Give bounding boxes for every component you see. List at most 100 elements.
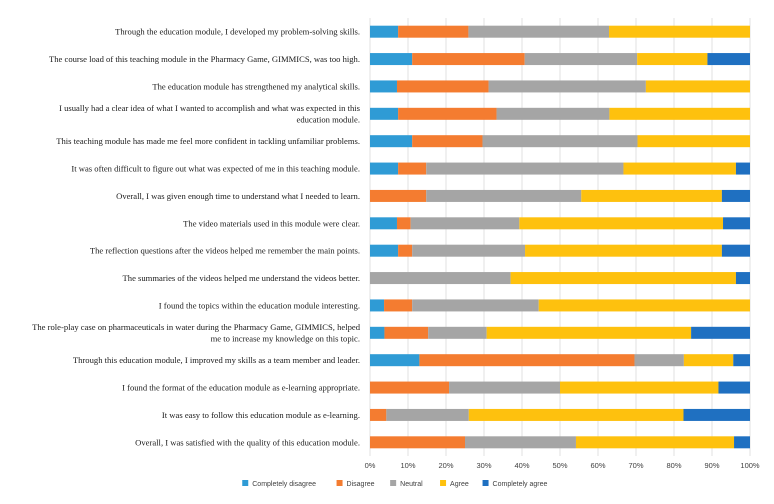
bar-segment: [370, 162, 399, 175]
bar-segment: [645, 80, 750, 93]
bar-segment: [370, 299, 385, 312]
bar-segment: [370, 436, 465, 449]
bar-segment: [735, 272, 750, 285]
bar-segment: [525, 244, 722, 257]
bar-segment: [426, 162, 624, 175]
category-label: The course load of this teaching module …: [49, 54, 360, 64]
x-tick-label: 40%: [514, 461, 529, 470]
x-tick-label: 0%: [365, 461, 376, 470]
bar-segment: [623, 162, 736, 175]
bar-segment: [718, 381, 750, 394]
bar-segment: [637, 135, 750, 148]
x-tick-label: 80%: [666, 461, 681, 470]
bar-segment: [723, 217, 750, 230]
bar-segment: [370, 326, 385, 339]
bar-segment: [468, 408, 684, 421]
category-label: The video materials used in this module …: [183, 218, 360, 228]
bar-segment: [691, 326, 750, 339]
bar-segment: [384, 326, 429, 339]
bar-segment: [510, 272, 736, 285]
bar-segment: [683, 354, 734, 367]
bar-segment: [370, 217, 397, 230]
bar-segment: [575, 436, 735, 449]
x-tick-label: 70%: [628, 461, 643, 470]
category-label: It was often difficult to figure out wha…: [71, 164, 360, 174]
category-label: The summaries of the videos helped me un…: [123, 273, 360, 283]
bar-segment: [637, 53, 708, 66]
bar-segment: [370, 272, 511, 285]
bar-segment: [370, 25, 399, 38]
bar-segment: [396, 80, 489, 93]
bar-segment: [486, 326, 692, 339]
legend: Completely disagree Disagree Neutral Agree C…: [242, 480, 548, 488]
bar-segment: [488, 80, 646, 93]
x-axis-ticks: 0% 10% 20% 30% 40% 50% 60% 70% 80% 90% 100%: [365, 461, 760, 470]
category-labels: Through the education module, I develope…: [32, 27, 361, 448]
bar-segment: [386, 408, 469, 421]
bar-segment: [482, 135, 638, 148]
legend-label: Disagree: [347, 481, 375, 488]
bar-segment: [519, 217, 724, 230]
legend-swatch: [482, 480, 489, 486]
bar-segment: [734, 436, 750, 449]
category-label: Overall, I was given enough time to unde…: [116, 191, 360, 201]
legend-swatch: [242, 480, 249, 486]
bar-segment: [412, 299, 539, 312]
category-label: Through the education module, I develope…: [115, 27, 360, 37]
bar-segment: [581, 189, 722, 202]
bar-segment: [398, 162, 427, 175]
category-label: I usually had a clear idea of what I wan…: [59, 103, 361, 125]
category-label: I found the topics within the education …: [159, 300, 360, 310]
bar-segment: [524, 53, 638, 66]
bar-segment: [468, 25, 610, 38]
bars: [370, 25, 750, 449]
bar-segment: [370, 189, 427, 202]
legend-label: Completely agree: [493, 481, 548, 488]
bar-segment: [426, 189, 582, 202]
category-label: It was easy to follow this education mod…: [162, 410, 360, 420]
bar-segment: [538, 299, 750, 312]
category-label: Overall, I was satisfied with the qualit…: [135, 437, 360, 447]
category-label: Through this education module, I improve…: [73, 355, 360, 365]
category-label: I found the format of the education modu…: [122, 383, 360, 393]
x-tick-label: 90%: [704, 461, 719, 470]
bar-segment: [560, 381, 719, 394]
bar-segment: [370, 354, 420, 367]
x-tick-label: 10%: [400, 461, 415, 470]
bar-segment: [419, 354, 635, 367]
bar-segment: [465, 436, 576, 449]
category-label: This teaching module has made me feel mo…: [56, 136, 360, 146]
bar-segment: [733, 354, 750, 367]
bar-segment: [396, 217, 411, 230]
bar-segment: [370, 135, 413, 148]
x-tick-label: 60%: [590, 461, 605, 470]
x-tick-label: 20%: [438, 461, 453, 470]
x-tick-label: 100%: [740, 461, 760, 470]
bar-segment: [412, 135, 483, 148]
bar-segment: [398, 25, 469, 38]
bar-segment: [428, 326, 487, 339]
bar-segment: [683, 408, 750, 421]
bar-segment: [370, 244, 399, 257]
legend-swatch: [336, 480, 343, 486]
bar-segment: [609, 25, 750, 38]
category-label: The role-play case on pharmaceuticals in…: [32, 322, 361, 344]
x-tick-label: 50%: [552, 461, 567, 470]
bar-segment: [370, 381, 450, 394]
category-label: The reflection questions after the video…: [90, 246, 360, 256]
bar-segment: [398, 244, 413, 257]
legend-label: Neutral: [400, 481, 423, 488]
legend-label: Agree: [450, 481, 469, 488]
bar-segment: [384, 299, 413, 312]
legend-label: Completely disagree: [252, 481, 316, 488]
bar-segment: [370, 408, 387, 421]
bar-segment: [449, 381, 560, 394]
category-label: The education module has strengthened my…: [152, 81, 360, 91]
legend-swatch: [390, 480, 397, 486]
bar-segment: [721, 244, 750, 257]
bar-segment: [735, 162, 750, 175]
bar-segment: [412, 53, 525, 66]
x-tick-label: 30%: [476, 461, 491, 470]
legend-swatch: [440, 480, 447, 486]
